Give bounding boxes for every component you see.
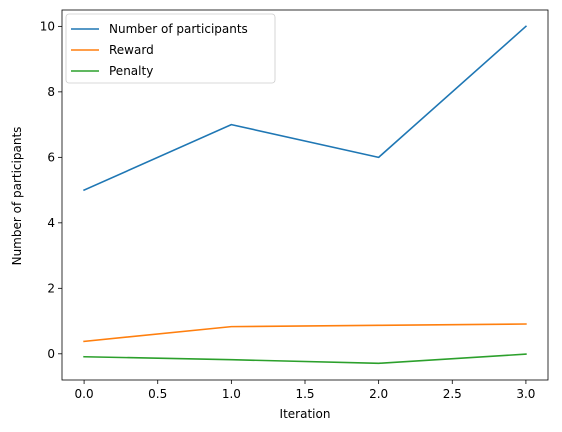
x-tick-label: 0.5 [148,387,167,401]
y-tick-label: 10 [40,19,55,33]
legend-label-3: Penalty [109,64,153,78]
y-tick-label: 6 [47,150,55,164]
x-axis-label: Iteration [280,407,331,421]
legend-label-1: Number of participants [109,22,248,36]
y-tick-label: 2 [47,281,55,295]
y-tick-label: 0 [47,347,55,361]
legend: Number of participants Reward Penalty [66,14,275,83]
x-tick-label: 0.0 [75,387,94,401]
y-tick-label: 4 [47,216,55,230]
x-tick-label: 3.0 [516,387,535,401]
x-tick-label: 1.0 [222,387,241,401]
x-tick-label: 2.5 [443,387,462,401]
y-axis-label: Number of participants [10,127,24,266]
y-tick-label: 8 [47,85,55,99]
x-tick-label: 2.0 [369,387,388,401]
x-tick-label: 1.5 [295,387,314,401]
legend-label-2: Reward [109,43,154,57]
